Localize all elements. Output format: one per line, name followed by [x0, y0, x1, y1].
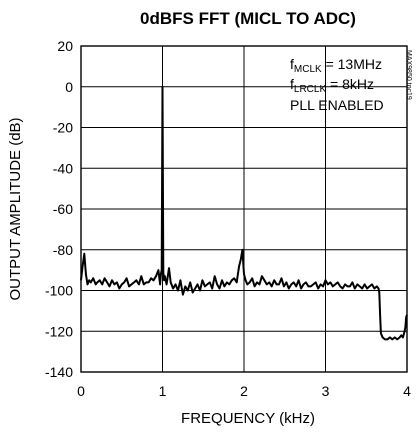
- x-tick-label: 2: [240, 383, 248, 399]
- annotation-mclk: fMCLK = 13MHz: [290, 56, 382, 75]
- figure-code: MAX9850 toc19: [405, 50, 412, 100]
- x-tick-label: 1: [159, 383, 167, 399]
- x-tick-label: 4: [403, 383, 411, 399]
- plot-frame: [80, 45, 408, 373]
- y-tick-label: -100: [45, 283, 73, 299]
- y-tick-label: -20: [53, 120, 73, 136]
- annotation-block: fMCLK = 13MHz fLRCLK = 8kHz PLL ENABLED: [290, 56, 384, 113]
- chart-title: 0dBFS FFT (MICL TO ADC): [140, 9, 356, 28]
- y-tick-label: -140: [45, 364, 73, 380]
- annotation-pll: PLL ENABLED: [290, 97, 384, 113]
- y-tick-label: 20: [57, 38, 73, 54]
- y-tick-label: -80: [53, 242, 73, 258]
- fft-series-line: [80, 85, 408, 341]
- x-tick-labels: 0 1 2 3 4: [77, 383, 411, 399]
- y-axis-label: OUTPUT AMPLITUDE (dB): [7, 117, 24, 300]
- y-tick-label: -120: [45, 323, 73, 339]
- annotation-lrclk: fLRCLK = 8kHz: [290, 76, 374, 95]
- x-tick-label: 0: [77, 383, 85, 399]
- y-tick-label: -40: [53, 160, 73, 176]
- y-tick-label: 0: [65, 79, 73, 95]
- grid: [81, 46, 407, 372]
- y-tick-label: -60: [53, 201, 73, 217]
- x-tick-label: 3: [322, 383, 330, 399]
- y-tick-labels: 20 0 -20 -40 -60 -80 -100 -120 -140: [45, 38, 73, 380]
- x-axis-label: FREQUENCY (kHz): [181, 410, 315, 427]
